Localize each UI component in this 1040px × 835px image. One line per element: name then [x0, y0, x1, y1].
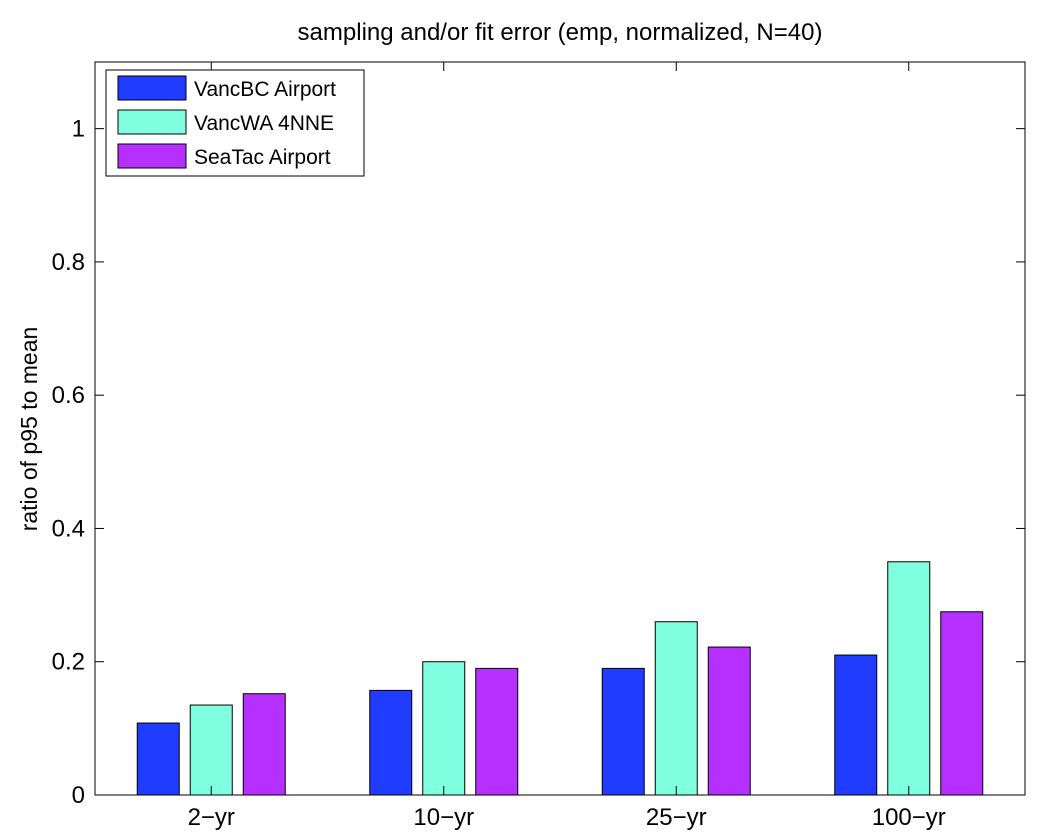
bar	[242, 693, 286, 796]
legend-label: SeaTac Airport	[194, 146, 331, 169]
bar	[654, 621, 698, 796]
legend-swatch	[117, 143, 187, 169]
y-tick-label: 0.2	[52, 649, 85, 676]
bar	[369, 689, 413, 796]
bar	[940, 611, 984, 796]
bar	[189, 704, 233, 796]
y-tick-label: 0.8	[52, 249, 85, 276]
bars-group	[136, 561, 984, 796]
y-tick-label: 0.6	[52, 382, 85, 409]
legend: VancBC Airport VancWA 4NNE SeaTac Airport	[105, 69, 365, 177]
y-tick-label: 0	[72, 782, 85, 809]
bar	[422, 661, 466, 796]
legend-label: VancBC Airport	[194, 78, 336, 101]
bar	[475, 667, 519, 796]
legend-swatch	[117, 75, 187, 101]
y-axis-label: ratio of p95 to mean	[16, 327, 42, 532]
legend-swatch	[117, 109, 187, 135]
bar	[136, 722, 180, 796]
bar	[707, 646, 751, 796]
axes-group: 0 0.2 0.4 0.6 0.8 1 2−yr 10−yr 25−yr 100−yr	[52, 61, 1026, 831]
bar	[834, 654, 878, 796]
x-tick-label: 10−yr	[413, 804, 474, 831]
x-tick-label: 100−yr	[872, 804, 946, 831]
chart-title: sampling and/or fit error (emp, normaliz…	[298, 19, 823, 46]
x-tick-label: 25−yr	[646, 804, 707, 831]
plot-frame	[94, 61, 1026, 796]
x-tick-label: 2−yr	[188, 804, 235, 831]
legend-label: VancWA 4NNE	[194, 112, 334, 135]
y-tick-label: 0.4	[52, 515, 85, 542]
y-tick-label: 1	[72, 116, 85, 143]
bar	[887, 561, 931, 796]
bar	[601, 667, 645, 796]
